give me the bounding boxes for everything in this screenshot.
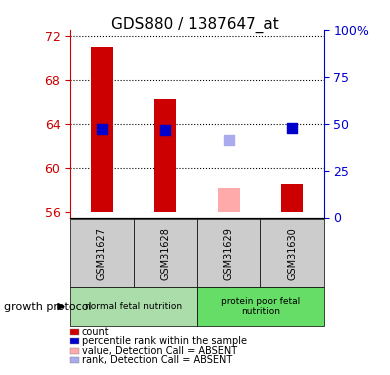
Text: GDS880 / 1387647_at: GDS880 / 1387647_at [111, 17, 279, 33]
Text: value, Detection Call = ABSENT: value, Detection Call = ABSENT [82, 346, 237, 355]
Point [289, 125, 295, 131]
Text: growth protocol: growth protocol [4, 302, 92, 312]
Point [99, 126, 105, 132]
Text: GSM31627: GSM31627 [97, 226, 107, 280]
Text: GSM31629: GSM31629 [223, 226, 234, 280]
Text: protein poor fetal
nutrition: protein poor fetal nutrition [221, 297, 300, 316]
Text: GSM31630: GSM31630 [287, 227, 297, 279]
Point [225, 137, 232, 143]
Text: normal fetal nutrition: normal fetal nutrition [85, 302, 182, 311]
Text: percentile rank within the sample: percentile rank within the sample [82, 336, 247, 346]
Bar [281, 184, 303, 212]
Point [162, 128, 168, 134]
Bar [91, 46, 113, 212]
Bar [154, 99, 176, 212]
Bar [218, 188, 240, 212]
Text: GSM31628: GSM31628 [160, 226, 170, 280]
Text: rank, Detection Call = ABSENT: rank, Detection Call = ABSENT [82, 355, 232, 365]
Text: count: count [82, 327, 110, 337]
